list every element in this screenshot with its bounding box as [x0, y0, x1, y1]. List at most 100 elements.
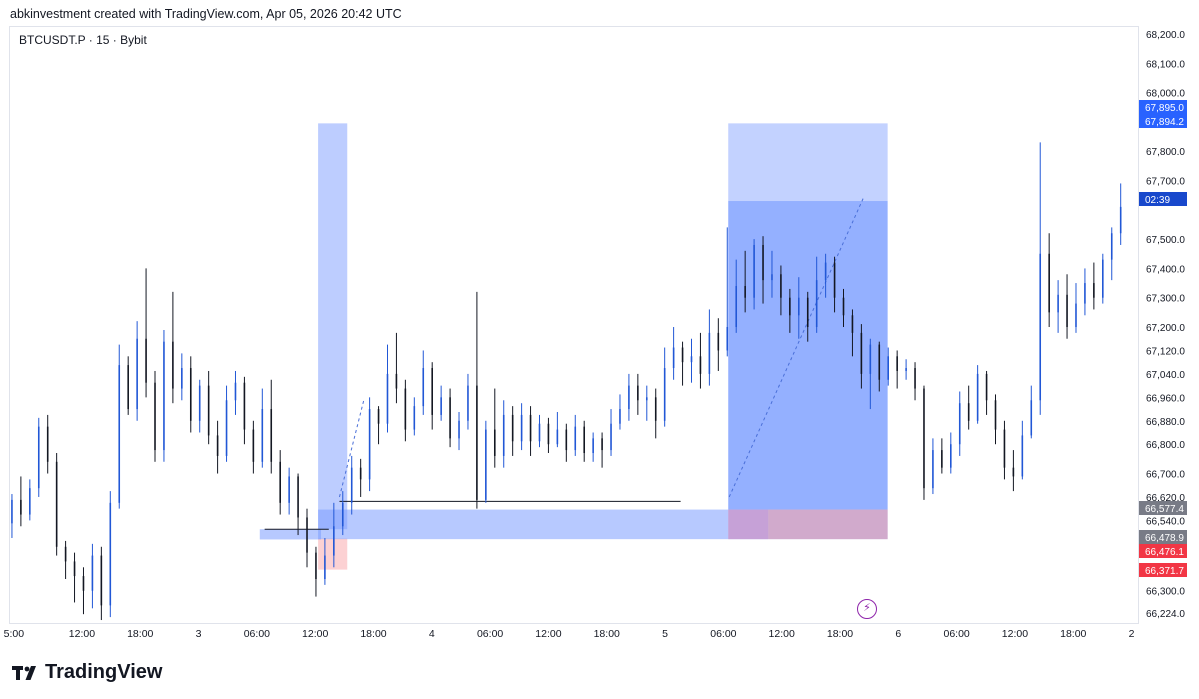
candle	[726, 227, 729, 357]
candle-body	[824, 262, 827, 281]
candle-body	[11, 499, 13, 524]
candle	[91, 543, 94, 609]
chart-caption: abkinvestment created with TradingView.c…	[10, 7, 402, 21]
price-tag-bg	[1139, 563, 1187, 577]
candle	[46, 414, 49, 474]
candle-body	[127, 365, 129, 410]
right-stop-zone[interactable]	[768, 509, 888, 540]
candle-body	[923, 388, 925, 489]
price-tag[interactable]: 67,895.0	[1139, 100, 1187, 114]
candle	[1057, 280, 1059, 333]
candle-body	[717, 332, 720, 351]
candle-body	[368, 409, 371, 480]
price-scale[interactable]	[1138, 26, 1199, 623]
candle-body	[708, 332, 711, 374]
candle-body	[1119, 206, 1122, 234]
candle	[377, 406, 380, 445]
lightning-bolt-icon[interactable]: ⚡	[857, 599, 877, 619]
candle	[923, 385, 925, 500]
candle-body	[753, 244, 755, 298]
candle	[744, 250, 746, 313]
candle-body	[985, 373, 988, 401]
right-target-zone-lower[interactable]	[728, 201, 888, 510]
candle	[431, 362, 433, 430]
candle	[163, 329, 165, 462]
candle	[905, 359, 907, 380]
candle	[225, 385, 228, 462]
candle	[717, 318, 720, 371]
candle	[315, 546, 317, 597]
candle	[789, 288, 791, 333]
candle	[797, 277, 800, 339]
candle-body	[395, 373, 398, 389]
price-tag[interactable]: 67,894.2	[1139, 114, 1187, 128]
candle	[815, 256, 818, 333]
candle	[511, 406, 514, 456]
candle-body	[404, 388, 407, 430]
price-tag-text: 66,371.7	[1145, 566, 1184, 577]
candle-body	[163, 341, 165, 451]
candle	[690, 338, 693, 383]
candle	[11, 494, 13, 538]
candle-body	[780, 274, 782, 298]
price-tag[interactable]: 66,371.7	[1139, 563, 1187, 577]
left-entry-band[interactable]	[259, 529, 322, 540]
right-target-zone-upper[interactable]	[728, 123, 888, 202]
time-tick-label: 12:00	[769, 628, 795, 640]
price-tag[interactable]: 02:39	[1139, 192, 1187, 206]
candle-body	[216, 435, 219, 456]
time-tick-label: 4	[429, 628, 435, 640]
candle-body	[574, 426, 577, 451]
time-scale[interactable]	[9, 623, 1139, 646]
price-tag[interactable]: 66,577.4	[1139, 501, 1187, 515]
candle	[395, 332, 398, 404]
candle-body	[234, 382, 237, 401]
candle	[994, 394, 997, 445]
candle	[914, 362, 916, 401]
candle	[1003, 420, 1006, 480]
price-tick-label: 67,400.0	[1146, 264, 1185, 275]
candle-body	[377, 409, 380, 424]
candle	[449, 388, 451, 448]
candle	[833, 256, 836, 313]
candle	[1012, 450, 1015, 492]
price-tag[interactable]: 66,478.9	[1139, 530, 1187, 544]
candle-body	[73, 561, 76, 577]
price-tag-text: 67,894.2	[1145, 117, 1184, 128]
candle	[628, 373, 630, 421]
price-tag[interactable]: 66,476.1	[1139, 544, 1187, 558]
candle	[735, 259, 738, 333]
candle-body	[601, 438, 603, 451]
candle-body	[592, 438, 594, 454]
candle	[20, 476, 22, 527]
entry-band[interactable]	[318, 509, 729, 540]
tradingview-brand[interactable]: TradingView	[12, 661, 162, 684]
candle	[333, 502, 335, 568]
candle	[252, 420, 255, 474]
candle-body	[762, 244, 764, 281]
left-stop-zone[interactable]	[318, 538, 348, 570]
candle	[654, 388, 657, 439]
candle-body	[663, 368, 666, 421]
time-tick-label: 06:00	[477, 628, 503, 640]
price-tag-text: 66,476.1	[1145, 547, 1184, 558]
candle	[681, 341, 684, 386]
candle-body	[1102, 259, 1104, 298]
candle-body	[431, 368, 433, 415]
candle-body	[270, 409, 273, 462]
candle	[493, 388, 496, 468]
candle-body	[458, 420, 460, 439]
candle-body	[520, 414, 523, 442]
candle	[64, 540, 67, 580]
symbol-legend[interactable]: BTCUSDT.P · 15 · Bybit	[17, 33, 149, 47]
candle	[637, 373, 639, 415]
candle-body	[789, 297, 791, 316]
left-target-zone[interactable]	[318, 123, 348, 530]
candle	[172, 291, 174, 404]
candle	[806, 291, 809, 342]
candle	[958, 391, 961, 456]
chart-pane[interactable]	[9, 26, 1139, 624]
candle	[502, 400, 505, 468]
right-overlap-zone[interactable]	[728, 509, 769, 540]
